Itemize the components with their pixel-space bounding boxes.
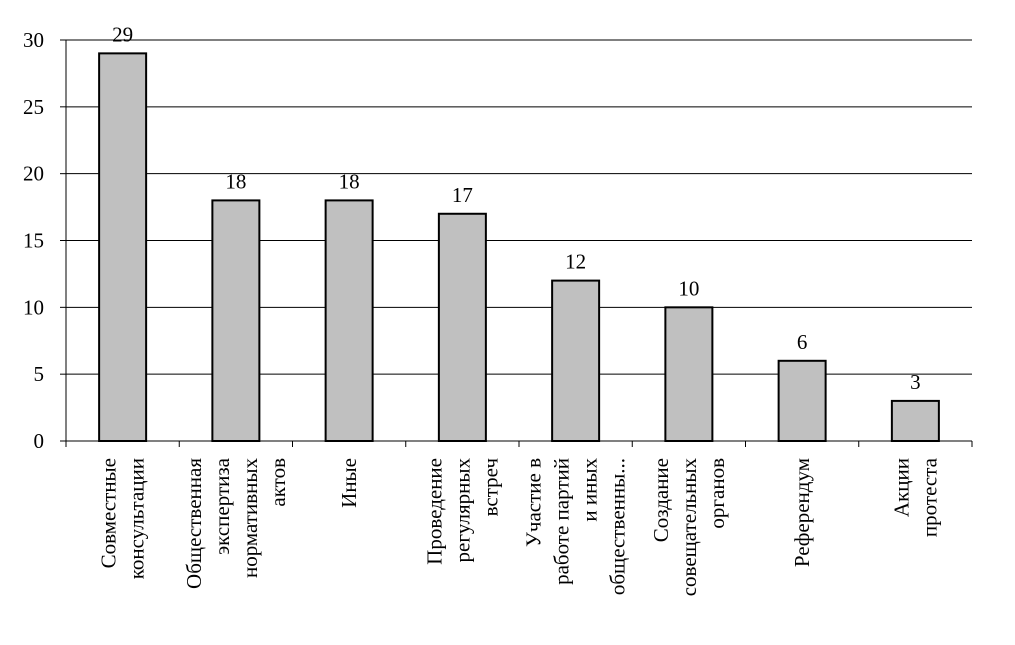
category-label: Создание совещательных органов — [649, 458, 729, 597]
category-label-line: совещательных — [677, 458, 701, 597]
bars — [98, 52, 940, 443]
data-label: 12 — [565, 250, 586, 274]
bar — [437, 212, 487, 442]
data-label: 18 — [339, 169, 360, 193]
category-label-line: Общественная — [182, 458, 206, 589]
category-label: Акции протеста — [889, 457, 941, 537]
bar — [98, 52, 148, 442]
data-label: 18 — [225, 169, 246, 193]
category-label-line: Участие в — [522, 458, 546, 547]
data-labels: 29 18 18 17 12 10 6 3 — [112, 22, 921, 394]
category-label: Участие в работе партий и иных общественны.… — [522, 458, 630, 596]
bar — [777, 359, 827, 442]
category-label-line: Создание — [649, 458, 673, 542]
bar — [890, 399, 940, 442]
category-label: Общественная экспертиза нормативных актов — [182, 457, 290, 589]
data-label: 6 — [797, 330, 808, 354]
category-label-line: и иных — [578, 458, 602, 522]
category-label-line: Акции — [889, 458, 913, 517]
category-label-line: актов — [266, 458, 290, 507]
bar — [664, 306, 714, 443]
category-label: Проведение регулярных встреч — [422, 458, 502, 565]
data-label: 3 — [910, 370, 921, 394]
category-label-line: встреч — [478, 458, 502, 517]
x-axis — [65, 440, 973, 447]
category-label-line: регулярных — [450, 458, 474, 563]
category-label: Референдум — [790, 458, 814, 567]
category-label-line: экспертиза — [210, 457, 234, 555]
category-label-line: общественны... — [606, 458, 630, 595]
category-label-line: работе партий — [550, 458, 574, 585]
category-label-line: органов — [705, 458, 729, 529]
category-label-line: Референдум — [790, 458, 814, 567]
category-label: Совместные консультации — [97, 458, 149, 579]
gridlines — [66, 39, 972, 375]
y-axis: 0 5 10 15 20 25 30 — [23, 28, 67, 453]
category-label-line: протеста — [917, 457, 941, 537]
category-label-line: Совместные — [97, 458, 121, 568]
bar — [211, 199, 261, 442]
category-label-line: Проведение — [422, 458, 446, 565]
category-label: Иные — [337, 458, 361, 508]
y-tick-label: 15 — [23, 229, 44, 253]
data-label: 10 — [678, 276, 699, 300]
y-tick-label: 5 — [34, 362, 45, 386]
category-label-line: нормативных — [238, 458, 262, 579]
y-tick-label: 20 — [23, 162, 44, 186]
y-tick-label: 0 — [34, 429, 45, 453]
y-tick-label: 30 — [23, 28, 44, 52]
y-tick-label: 10 — [23, 295, 44, 319]
category-label-line: консультации — [125, 458, 149, 579]
data-label: 29 — [112, 22, 133, 46]
data-label: 17 — [452, 183, 473, 207]
category-label-line: Иные — [337, 458, 361, 508]
bar — [551, 279, 601, 442]
y-tick-label: 25 — [23, 95, 44, 119]
bar — [324, 199, 374, 442]
category-labels: Совместные консультации Общественная экспер… — [97, 457, 942, 596]
